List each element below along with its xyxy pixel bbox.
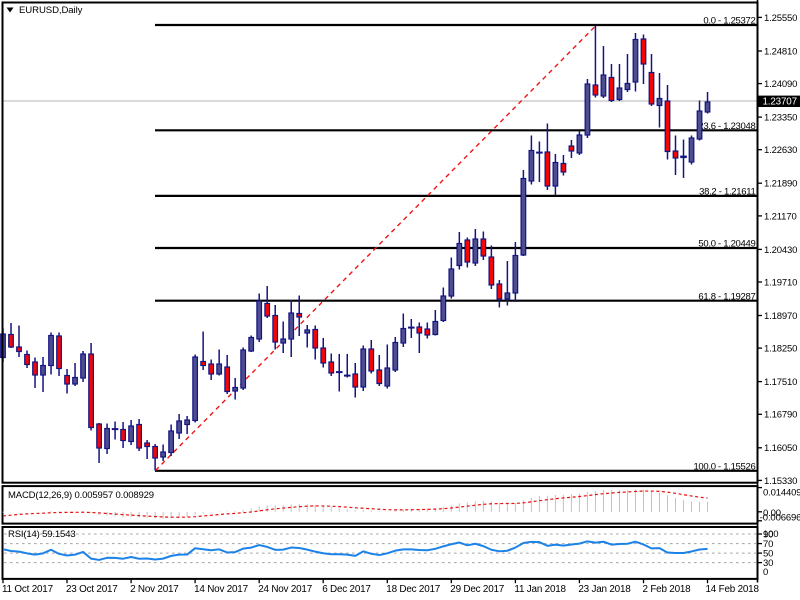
svg-text:24 Nov 2017: 24 Nov 2017	[258, 584, 312, 595]
svg-text:50: 50	[763, 549, 773, 560]
svg-text:61.8 - 1.19287: 61.8 - 1.19287	[698, 291, 755, 302]
svg-text:1.23707: 1.23707	[763, 97, 797, 108]
svg-text:11 Oct 2017: 11 Oct 2017	[2, 584, 53, 595]
svg-text:50.0 - 1.20449: 50.0 - 1.20449	[698, 239, 755, 250]
svg-text:6 Dec 2017: 6 Dec 2017	[322, 584, 371, 595]
svg-text:1.23350: 1.23350	[764, 113, 797, 124]
svg-text:0.014409: 0.014409	[763, 488, 800, 499]
svg-text:MACD(12,26,9) 0.005957 0.00892: MACD(12,26,9) 0.005957 0.008929	[8, 490, 154, 501]
svg-text:90: 90	[763, 529, 773, 540]
svg-text:1.21890: 1.21890	[764, 179, 797, 190]
svg-text:1.16050: 1.16050	[764, 443, 797, 454]
svg-text:100: 100	[763, 529, 778, 540]
svg-text:1.25550: 1.25550	[764, 13, 797, 24]
svg-text:1.20430: 1.20430	[764, 245, 797, 256]
svg-text:1.18250: 1.18250	[764, 344, 797, 355]
svg-text:23 Oct 2017: 23 Oct 2017	[66, 584, 118, 595]
svg-text:1.24810: 1.24810	[764, 46, 797, 57]
svg-text:EURUSD,Daily: EURUSD,Daily	[19, 5, 83, 16]
svg-text:0.00: 0.00	[763, 508, 781, 519]
svg-text:RSI(14) 59.1543: RSI(14) 59.1543	[8, 529, 75, 540]
svg-text:14 Nov 2017: 14 Nov 2017	[194, 584, 248, 595]
svg-text:1.16790: 1.16790	[764, 410, 797, 421]
svg-text:1.21170: 1.21170	[764, 211, 797, 222]
svg-text:23.6 - 1.23048: 23.6 - 1.23048	[698, 121, 755, 132]
svg-text:-0.006696: -0.006696	[760, 513, 800, 524]
svg-text:14 Feb 2018: 14 Feb 2018	[706, 584, 760, 595]
svg-text:23 Jan 2018: 23 Jan 2018	[578, 584, 631, 595]
svg-text:0: 0	[763, 567, 768, 578]
svg-text:1.18970: 1.18970	[764, 311, 797, 322]
svg-text:1.15330: 1.15330	[764, 476, 797, 487]
svg-text:2 Feb 2018: 2 Feb 2018	[643, 584, 692, 595]
svg-text:70: 70	[763, 539, 773, 550]
svg-text:1.22630: 1.22630	[764, 145, 797, 156]
svg-text:100.0 - 1.15526: 100.0 - 1.15526	[693, 461, 755, 472]
svg-text:29 Dec 2017: 29 Dec 2017	[450, 584, 504, 595]
svg-text:30: 30	[763, 558, 773, 569]
svg-text:1.19710: 1.19710	[764, 277, 797, 288]
svg-text:0.0 - 1.25372: 0.0 - 1.25372	[703, 16, 755, 27]
svg-text:18 Dec 2017: 18 Dec 2017	[386, 584, 440, 595]
svg-text:2 Nov 2017: 2 Nov 2017	[130, 584, 179, 595]
svg-text:1.17510: 1.17510	[764, 377, 797, 388]
svg-text:38.2 - 1.21611: 38.2 - 1.21611	[699, 187, 755, 198]
svg-text:1.24090: 1.24090	[764, 79, 797, 90]
svg-text:11 Jan 2018: 11 Jan 2018	[514, 584, 566, 595]
